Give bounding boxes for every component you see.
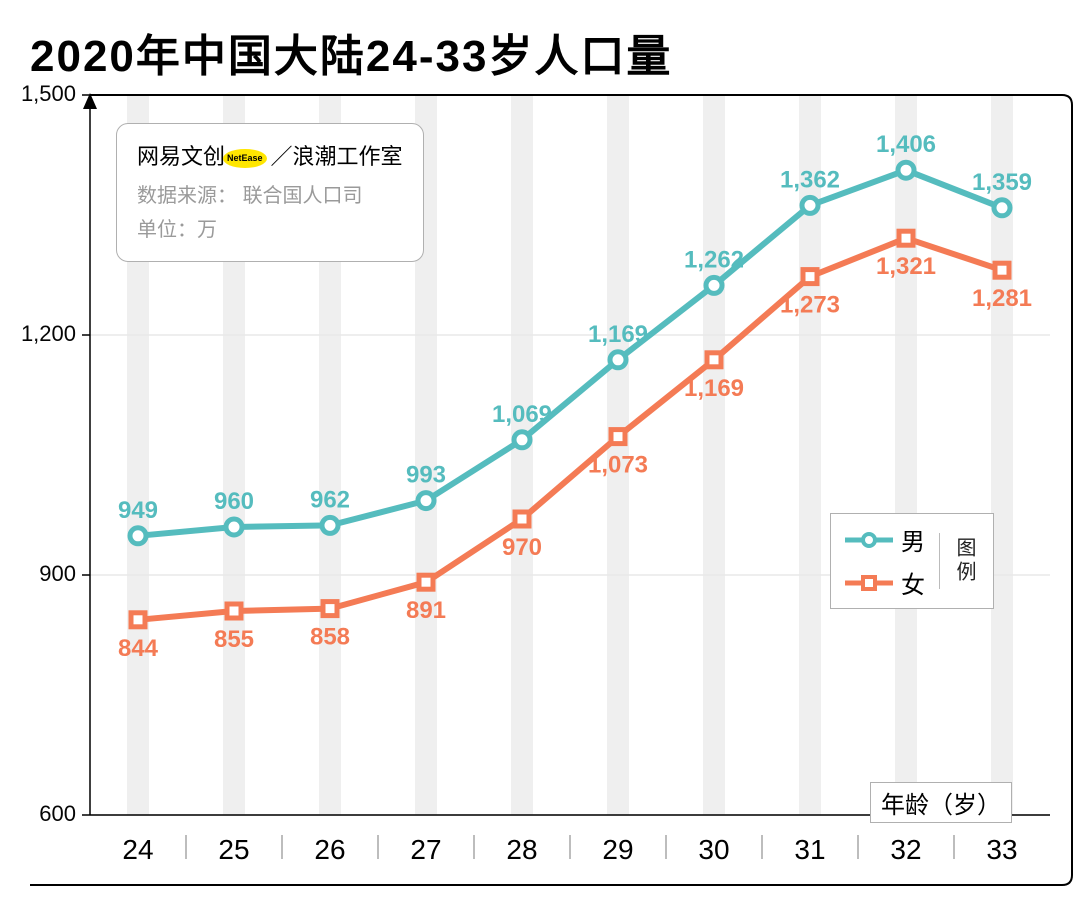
x-tick-label: 28 bbox=[506, 834, 537, 865]
chart-title: 2020年中国大陆24-33岁人口量 bbox=[30, 20, 672, 84]
male-marker bbox=[418, 493, 434, 509]
x-tick-label: 24 bbox=[122, 834, 153, 865]
source-value: 联合国人口司 bbox=[243, 185, 363, 207]
y-tick-label: 600 bbox=[39, 801, 76, 826]
source-label: 数据来源： bbox=[137, 185, 237, 207]
male-data-label: 962 bbox=[310, 486, 350, 513]
unit-line: 单位：万 bbox=[137, 213, 403, 247]
legend-box: 男 女 图例 bbox=[830, 513, 994, 609]
x-tick-label: 29 bbox=[602, 834, 633, 865]
female-marker bbox=[227, 604, 241, 618]
male-data-label: 1,359 bbox=[972, 169, 1032, 196]
female-data-label: 970 bbox=[502, 534, 542, 561]
female-marker bbox=[323, 602, 337, 616]
female-data-label: 858 bbox=[310, 624, 350, 651]
male-data-label: 960 bbox=[214, 488, 254, 515]
legend-male-label: 男 bbox=[901, 522, 925, 557]
chart-area: 600 900 1,200 1,500 24 25 26 27 28 29 30 31 32 33 949 9… bbox=[0, 85, 1080, 905]
female-marker bbox=[515, 512, 529, 526]
y-tick-label: 1,500 bbox=[21, 85, 76, 106]
x-tick-label: 30 bbox=[698, 834, 729, 865]
male-data-label: 1,262 bbox=[684, 246, 744, 273]
male-marker bbox=[994, 200, 1010, 216]
grid-band bbox=[895, 95, 917, 815]
female-marker bbox=[803, 270, 817, 284]
x-tick-label: 27 bbox=[410, 834, 441, 865]
female-data-label: 1,281 bbox=[972, 285, 1032, 312]
data-source: 数据来源： 联合国人口司 bbox=[137, 179, 403, 213]
male-marker bbox=[802, 197, 818, 213]
legend-female-label: 女 bbox=[901, 565, 925, 600]
male-marker bbox=[706, 277, 722, 293]
female-data-label: 844 bbox=[118, 635, 159, 662]
female-marker bbox=[131, 613, 145, 627]
female-marker bbox=[995, 263, 1009, 277]
male-data-label: 993 bbox=[406, 462, 446, 489]
male-data-label: 1,406 bbox=[876, 131, 936, 158]
male-marker bbox=[610, 352, 626, 368]
x-tick-label: 32 bbox=[890, 834, 921, 865]
female-marker bbox=[707, 353, 721, 367]
female-data-label: 891 bbox=[406, 597, 446, 624]
legend-title: 图例 bbox=[939, 533, 979, 589]
male-data-label: 1,069 bbox=[492, 401, 552, 428]
male-marker bbox=[898, 162, 914, 178]
legend-male: 男 bbox=[845, 522, 925, 557]
female-marker bbox=[899, 231, 913, 245]
female-data-label: 855 bbox=[214, 626, 254, 653]
publisher-line: 网易文创NetEase／浪潮工作室 bbox=[137, 138, 403, 175]
female-data-label: 1,169 bbox=[684, 375, 744, 402]
y-tick-label: 900 bbox=[39, 561, 76, 586]
male-data-label: 1,169 bbox=[588, 321, 648, 348]
legend-female: 女 bbox=[845, 565, 925, 600]
unit-value: 万 bbox=[197, 219, 217, 241]
female-marker bbox=[611, 430, 625, 444]
male-marker bbox=[322, 517, 338, 533]
x-axis-label: 年龄（岁） bbox=[870, 782, 1012, 823]
publisher-suffix: ／浪潮工作室 bbox=[271, 144, 403, 169]
netease-icon: NetEase bbox=[223, 149, 267, 168]
publisher-prefix: 网易文创 bbox=[137, 144, 225, 169]
x-tick-label: 26 bbox=[314, 834, 345, 865]
female-marker bbox=[419, 575, 433, 589]
female-data-label: 1,073 bbox=[588, 452, 648, 479]
female-data-label: 1,321 bbox=[876, 253, 936, 280]
male-marker bbox=[226, 519, 242, 535]
female-data-label: 1,273 bbox=[780, 292, 840, 319]
grid-band bbox=[703, 95, 725, 815]
y-tick-label: 1,200 bbox=[21, 321, 76, 346]
unit-label: 单位： bbox=[137, 219, 197, 241]
male-data-label: 1,362 bbox=[780, 166, 840, 193]
male-data-label: 949 bbox=[118, 497, 158, 524]
x-tick-label: 31 bbox=[794, 834, 825, 865]
info-box: 网易文创NetEase／浪潮工作室 数据来源： 联合国人口司 单位：万 bbox=[116, 123, 424, 262]
grid-band bbox=[511, 95, 533, 815]
x-tick-label: 33 bbox=[986, 834, 1017, 865]
x-tick-label: 25 bbox=[218, 834, 249, 865]
male-marker bbox=[130, 528, 146, 544]
male-marker bbox=[514, 432, 530, 448]
